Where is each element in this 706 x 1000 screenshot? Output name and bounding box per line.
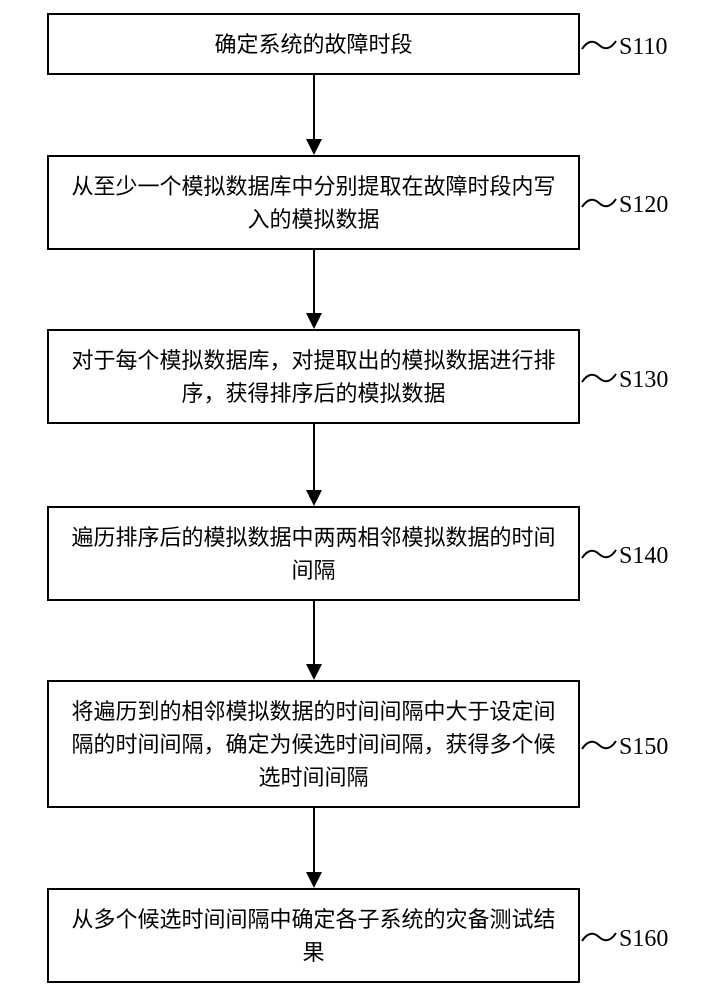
tilde-connector [580,544,618,564]
flowchart-node-s110: 确定系统的故障时段 [47,13,580,75]
tilde-connector [580,927,618,947]
flowchart-node-s140: 遍历排序后的模拟数据中两两相邻模拟数据的时间间隔 [47,506,580,601]
flowchart-node-s150: 将遍历到的相邻模拟数据的时间间隔中大于设定间隔的时间间隔，确定为候选时间间隔，获… [47,680,580,808]
flowchart-node-s160: 从多个候选时间间隔中确定各子系统的灾备测试结果 [47,888,580,983]
tilde-connector [580,35,618,55]
step-label-s150: S150 [619,734,668,761]
node-text: 遍历排序后的模拟数据中两两相邻模拟数据的时间间隔 [61,521,566,587]
node-text: 从多个候选时间间隔中确定各子系统的灾备测试结果 [61,903,566,969]
step-label-s140: S140 [619,543,668,570]
step-label-s110: S110 [619,34,667,61]
step-label-s120: S120 [619,192,668,219]
step-label-s130: S130 [619,367,668,394]
tilde-connector [580,735,618,755]
tilde-connector [580,368,618,388]
node-text: 对于每个模拟数据库，对提取出的模拟数据进行排序，获得排序后的模拟数据 [61,344,566,410]
flowchart-node-s130: 对于每个模拟数据库，对提取出的模拟数据进行排序，获得排序后的模拟数据 [47,329,580,424]
flowchart-container: 确定系统的故障时段 S110 从至少一个模拟数据库中分别提取在故障时段内写入的模… [0,0,706,1000]
node-text: 从至少一个模拟数据库中分别提取在故障时段内写入的模拟数据 [61,170,566,236]
flowchart-node-s120: 从至少一个模拟数据库中分别提取在故障时段内写入的模拟数据 [47,155,580,250]
node-text: 确定系统的故障时段 [214,28,412,61]
step-label-s160: S160 [619,926,668,953]
node-text: 将遍历到的相邻模拟数据的时间间隔中大于设定间隔的时间间隔，确定为候选时间间隔，获… [61,695,566,794]
tilde-connector [580,193,618,213]
